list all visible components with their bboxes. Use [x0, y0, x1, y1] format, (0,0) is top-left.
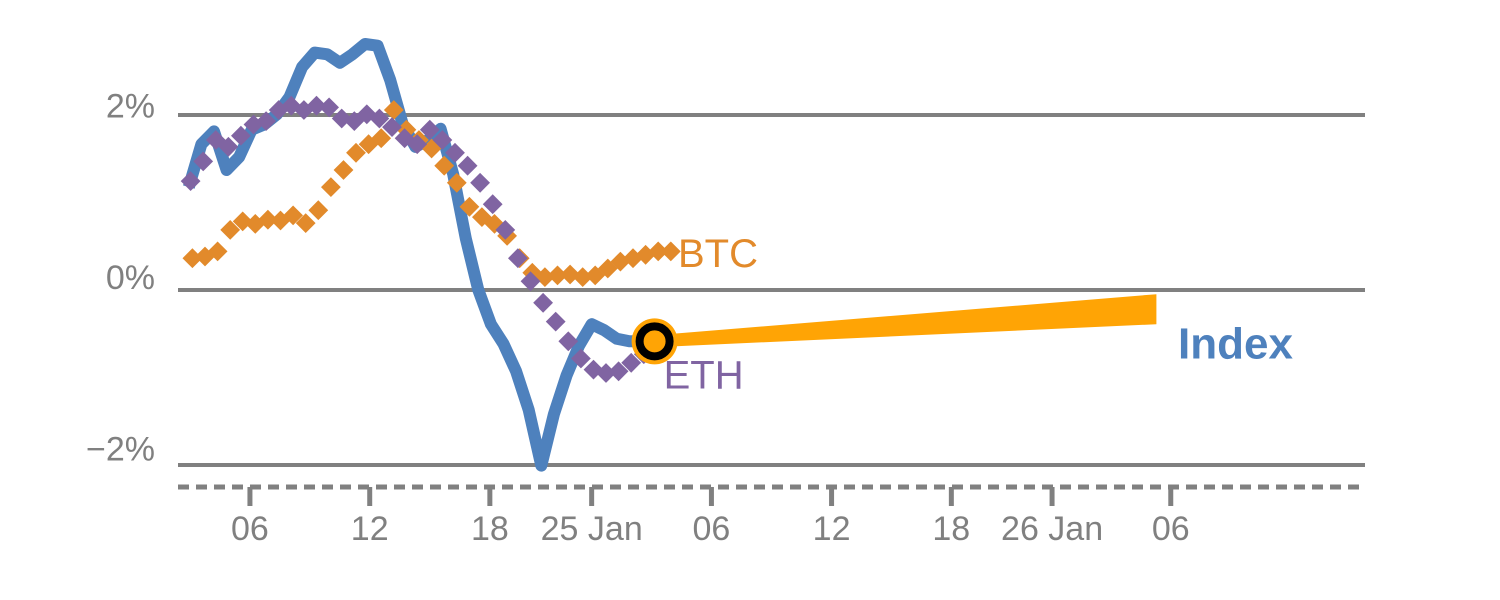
series-dot [446, 172, 467, 193]
series-dot [308, 200, 329, 221]
series-dot [533, 292, 553, 313]
marker-core [644, 331, 665, 352]
series-dot [571, 348, 591, 369]
series-dot [321, 177, 341, 197]
series-dot [432, 130, 453, 150]
x-tick-label: 26 Jan [1001, 510, 1103, 548]
series-dot [218, 136, 239, 157]
series-dot [508, 248, 528, 269]
series-dot [295, 213, 316, 233]
index-label: Index [1178, 320, 1293, 369]
series-dot [182, 248, 203, 269]
series-dot [220, 220, 241, 240]
series-dot [560, 264, 580, 285]
btc-label: BTC [678, 232, 758, 276]
series-dot [520, 271, 541, 292]
series-dot [258, 209, 278, 230]
series-dot [283, 205, 303, 226]
y-tick-label: 2% [106, 88, 155, 126]
series-dot [495, 220, 516, 240]
x-tick-label: 12 [813, 510, 851, 548]
y-axis-labels: 2% 0% −2% [86, 88, 155, 469]
series-dot [346, 142, 366, 163]
plot-area [180, 38, 1157, 472]
series-dot [621, 352, 642, 373]
eth-label: ETH [664, 354, 744, 398]
series-dot [333, 160, 354, 180]
series-dot [207, 241, 228, 262]
series-dot [369, 108, 390, 129]
series-dot [457, 155, 478, 176]
series-dot [382, 117, 402, 137]
series-dot [256, 111, 276, 131]
series-dot [231, 125, 251, 146]
x-tick-label: 06 [1152, 510, 1190, 548]
series-line-index [183, 38, 655, 472]
series-dot [331, 108, 352, 129]
x-tick-label: 25 Jan [541, 510, 643, 548]
x-tick-label: 06 [692, 510, 730, 548]
series-dot [180, 171, 201, 191]
series-annotations: BTC ETH Index [664, 232, 1294, 398]
series-dot [445, 142, 465, 163]
series-dot [383, 100, 404, 120]
series-dot [434, 155, 455, 176]
series-dot [306, 95, 327, 116]
series-dot [407, 134, 428, 155]
series-dot [535, 267, 555, 287]
series-dot [596, 363, 616, 383]
series-dot [558, 331, 579, 352]
x-tick-label: 18 [471, 510, 509, 548]
series-dot [319, 97, 339, 118]
series-dot [232, 211, 253, 232]
gridlines [178, 113, 1365, 467]
series-dot [419, 119, 440, 140]
series-dot [547, 265, 568, 286]
current-value-marker[interactable] [635, 322, 674, 361]
x-tick-label: 18 [932, 510, 970, 548]
series-dot [459, 196, 480, 217]
series-dot [545, 311, 566, 332]
y-tick-label: −2% [86, 430, 155, 468]
series-dot [482, 194, 503, 215]
series-dot [193, 151, 214, 172]
x-tick-label: 12 [351, 510, 389, 548]
forecast-band [654, 294, 1157, 348]
series-dot [371, 128, 392, 149]
x-axis-labels: 06 12 18 25 Jan 06 12 18 26 Jan 06 [231, 510, 1190, 548]
x-tick-marks [247, 487, 1174, 506]
y-tick-label: 0% [106, 259, 155, 297]
x-tick-label: 06 [231, 510, 269, 548]
series-dot [572, 267, 593, 287]
series-dot [608, 361, 629, 382]
series-dot [470, 172, 490, 193]
